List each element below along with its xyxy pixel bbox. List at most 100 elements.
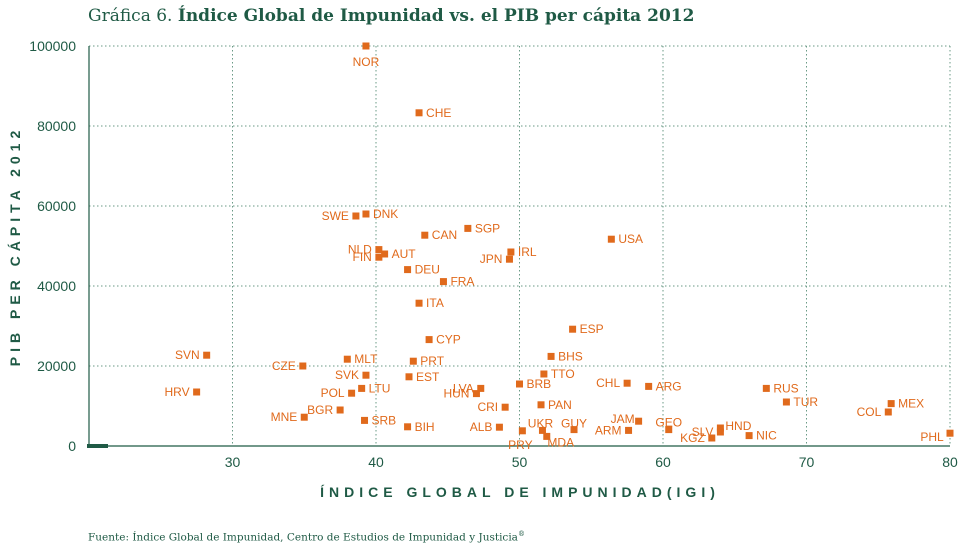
point-label: HND bbox=[725, 419, 751, 433]
point-label: PHL bbox=[920, 430, 944, 444]
y-tick-label: 40000 bbox=[37, 278, 76, 294]
data-point bbox=[665, 426, 673, 434]
data-point bbox=[415, 299, 423, 307]
chart-title-lead: Gráfica 6. bbox=[88, 6, 173, 26]
point-label: FRA bbox=[450, 275, 474, 289]
point-label: USA bbox=[618, 232, 643, 246]
point-label: HUN bbox=[443, 387, 469, 401]
point-label: SRB bbox=[372, 413, 397, 427]
data-point bbox=[348, 389, 356, 397]
y-tick-label: 100000 bbox=[29, 38, 76, 54]
data-point bbox=[537, 401, 545, 409]
point-label: CZE bbox=[272, 359, 296, 373]
point-label: SLV bbox=[692, 425, 714, 439]
x-axis-title: ÍNDICE GLOBAL DE IMPUNIDAD(IGI) bbox=[320, 484, 720, 500]
point-label: PRY bbox=[508, 438, 532, 452]
point-label: BRB bbox=[527, 377, 552, 391]
point-label: AUT bbox=[392, 247, 417, 261]
data-point bbox=[375, 253, 383, 261]
data-point bbox=[507, 248, 515, 256]
data-point bbox=[375, 246, 383, 254]
point-label: SWE bbox=[322, 209, 349, 223]
data-point bbox=[472, 390, 480, 398]
point-label: TUR bbox=[793, 395, 818, 409]
data-point bbox=[299, 362, 307, 370]
point-label: SVK bbox=[335, 368, 359, 382]
data-point bbox=[415, 109, 423, 117]
data-point bbox=[538, 426, 546, 434]
point-label: HRV bbox=[165, 385, 190, 399]
data-point bbox=[716, 424, 724, 432]
point-label: RUS bbox=[773, 381, 798, 395]
point-label: SGP bbox=[475, 221, 500, 235]
source-text: Fuente: Índice Global de Impunidad, Cent… bbox=[88, 531, 518, 544]
x-tick-label: 50 bbox=[512, 454, 528, 470]
point-label: JPN bbox=[480, 252, 503, 266]
data-point bbox=[362, 371, 370, 379]
point-label: ITA bbox=[426, 296, 444, 310]
point-label: ESP bbox=[580, 322, 604, 336]
point-label: CYP bbox=[436, 333, 461, 347]
data-point bbox=[404, 423, 412, 431]
y-axis-title: PIB PER CÁPITA 2012 bbox=[7, 126, 23, 367]
data-point bbox=[623, 379, 631, 387]
source-note: Fuente: Índice Global de Impunidad, Cent… bbox=[88, 530, 525, 544]
data-point bbox=[716, 428, 724, 436]
data-point bbox=[343, 355, 351, 363]
point-label: CHE bbox=[426, 106, 451, 120]
data-point bbox=[762, 384, 770, 392]
data-point bbox=[477, 384, 485, 392]
data-point bbox=[543, 432, 551, 440]
point-label: MLT bbox=[354, 352, 378, 366]
data-point bbox=[518, 427, 526, 435]
point-label: ARM bbox=[595, 423, 622, 437]
data-point bbox=[425, 336, 433, 344]
point-label: COL bbox=[857, 405, 882, 419]
chart-title-main: Índice Global de Impunidad vs. el PIB pe… bbox=[177, 6, 695, 26]
point-label: IRL bbox=[518, 245, 537, 259]
point-label: POL bbox=[321, 386, 345, 400]
data-point bbox=[193, 388, 201, 396]
point-label: JAM bbox=[611, 412, 635, 426]
data-point bbox=[516, 380, 523, 388]
data-point bbox=[362, 210, 370, 218]
y-tick-label: 60000 bbox=[37, 198, 76, 214]
point-label: CRI bbox=[477, 400, 498, 414]
point-label: SVN bbox=[175, 348, 200, 362]
data-point bbox=[887, 400, 895, 408]
point-label: GEO bbox=[655, 416, 682, 430]
point-label: DEU bbox=[415, 263, 440, 277]
data-point bbox=[501, 403, 509, 411]
point-label: EST bbox=[416, 370, 440, 384]
point-label: KGZ bbox=[680, 431, 705, 445]
point-label: CAN bbox=[432, 228, 457, 242]
data-point bbox=[708, 434, 716, 442]
point-label: NOR bbox=[353, 55, 380, 69]
data-point bbox=[361, 416, 369, 424]
data-point bbox=[439, 278, 447, 286]
point-label: ALB bbox=[470, 420, 493, 434]
y-tick-label: 0 bbox=[68, 438, 76, 454]
data-point bbox=[300, 413, 308, 421]
point-label: BIH bbox=[415, 420, 435, 434]
data-point bbox=[570, 426, 578, 434]
data-point bbox=[358, 384, 366, 392]
chart-title: Gráfica 6. Índice Global de Impunidad vs… bbox=[88, 6, 694, 26]
point-label: DNK bbox=[373, 207, 398, 221]
point-label: UKR bbox=[528, 416, 554, 430]
data-point bbox=[946, 429, 954, 437]
data-point bbox=[884, 408, 892, 416]
y-tick-label: 20000 bbox=[37, 358, 76, 374]
point-label: BHS bbox=[558, 349, 583, 363]
x-tick-label: 70 bbox=[799, 454, 815, 470]
data-point bbox=[405, 373, 413, 381]
point-label: PRT bbox=[420, 354, 444, 368]
data-point bbox=[404, 266, 412, 274]
data-point bbox=[362, 42, 370, 50]
data-point bbox=[625, 426, 633, 434]
data-point bbox=[336, 406, 344, 414]
point-label: TTO bbox=[551, 367, 575, 381]
data-point bbox=[381, 250, 389, 258]
point-label: ARG bbox=[656, 379, 682, 393]
registered-mark: ® bbox=[517, 530, 525, 538]
